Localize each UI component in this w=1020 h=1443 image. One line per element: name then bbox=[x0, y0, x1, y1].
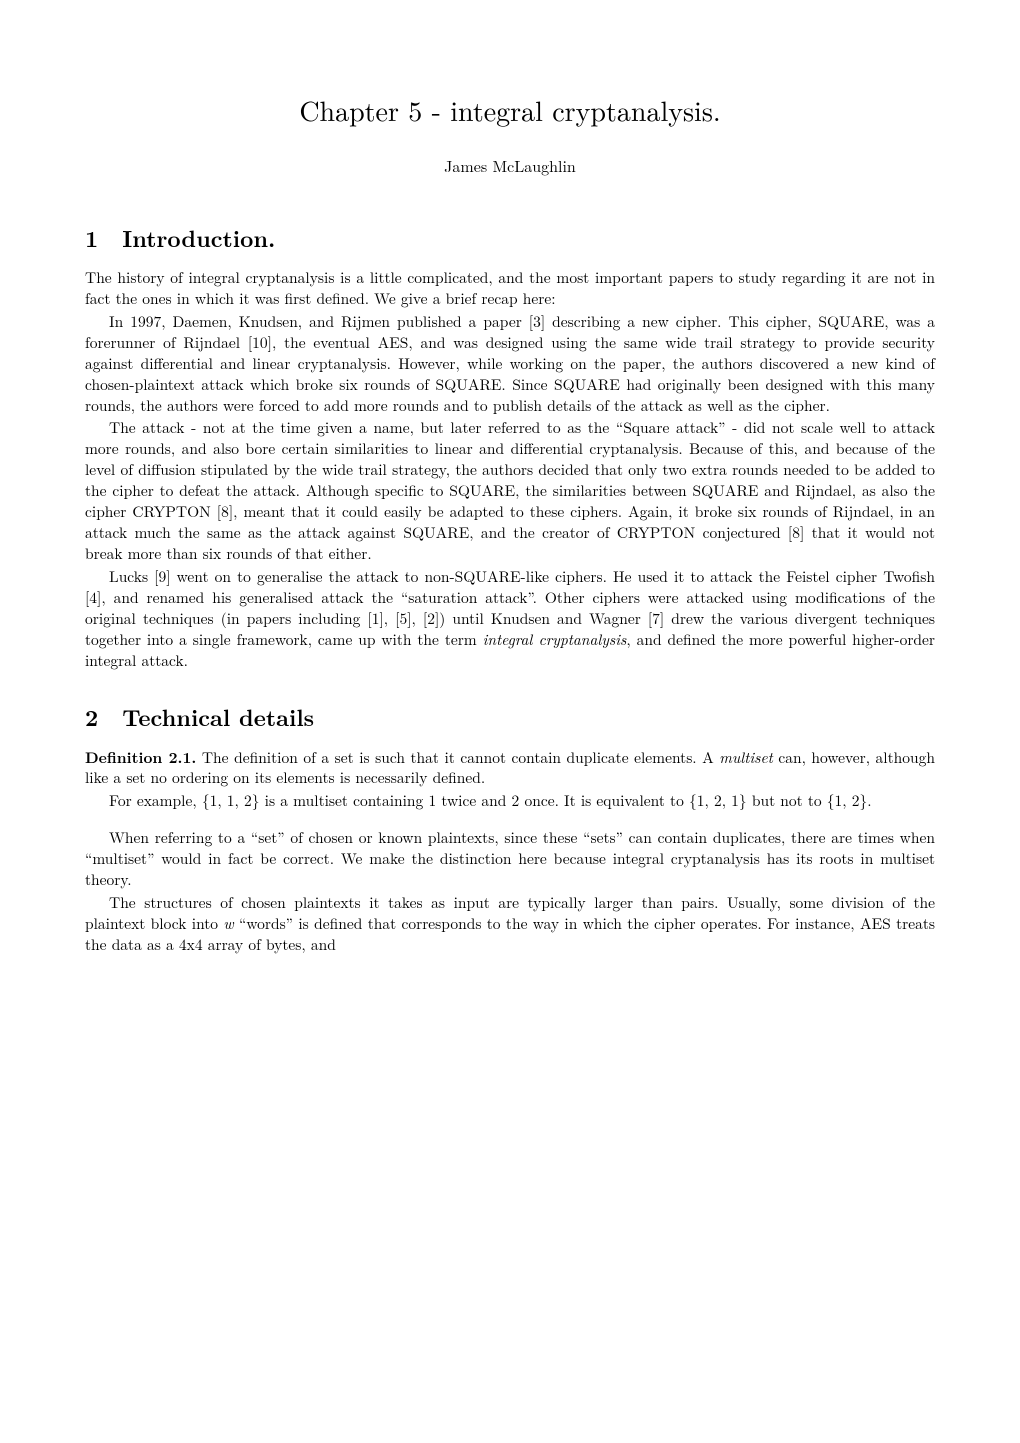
section-1-paragraph-3: The attack - not at the time given a nam… bbox=[85, 418, 935, 564]
section-2-paragraph-4: The structures of chosen plaintexts it t… bbox=[85, 893, 935, 956]
def-p1-italic: multiset bbox=[719, 747, 773, 768]
section-1-p4-italic: integral cryptanalysis bbox=[483, 629, 627, 650]
definition-2-1: Definition 2.1. The definition of a set … bbox=[85, 747, 935, 790]
page: Chapter 5 - integral cryptanalysis. Jame… bbox=[0, 0, 1020, 1018]
document-title: Chapter 5 - integral cryptanalysis. bbox=[85, 90, 935, 130]
section-1-number: 1 bbox=[85, 221, 98, 254]
section-1-name: Introduction. bbox=[122, 221, 275, 254]
definition-2-1-example: For example, {1, 1, 2} is a multiset con… bbox=[85, 791, 935, 812]
def-p1-a: The definition of a set is such that it … bbox=[196, 747, 719, 768]
section-1-paragraph-4: Lucks [9] went on to generalise the atta… bbox=[85, 567, 935, 672]
section-2-p4-italic: w bbox=[223, 913, 233, 934]
section-2-paragraph-3: When referring to a “set” of chosen or k… bbox=[85, 828, 935, 891]
section-2-number: 2 bbox=[85, 700, 98, 733]
section-2-heading: 2 Technical details bbox=[85, 700, 935, 733]
definition-label: Definition 2.1. bbox=[85, 745, 196, 768]
section-1-paragraph-1: The history of integral cryptanalysis is… bbox=[85, 268, 935, 310]
section-1-paragraph-2: In 1997, Daemen, Knudsen, and Rijmen pub… bbox=[85, 312, 935, 417]
paragraph-gap bbox=[85, 814, 935, 828]
section-2-name: Technical details bbox=[122, 700, 314, 733]
document-author: James McLaughlin bbox=[85, 154, 935, 177]
section-1-heading: 1 Introduction. bbox=[85, 221, 935, 254]
